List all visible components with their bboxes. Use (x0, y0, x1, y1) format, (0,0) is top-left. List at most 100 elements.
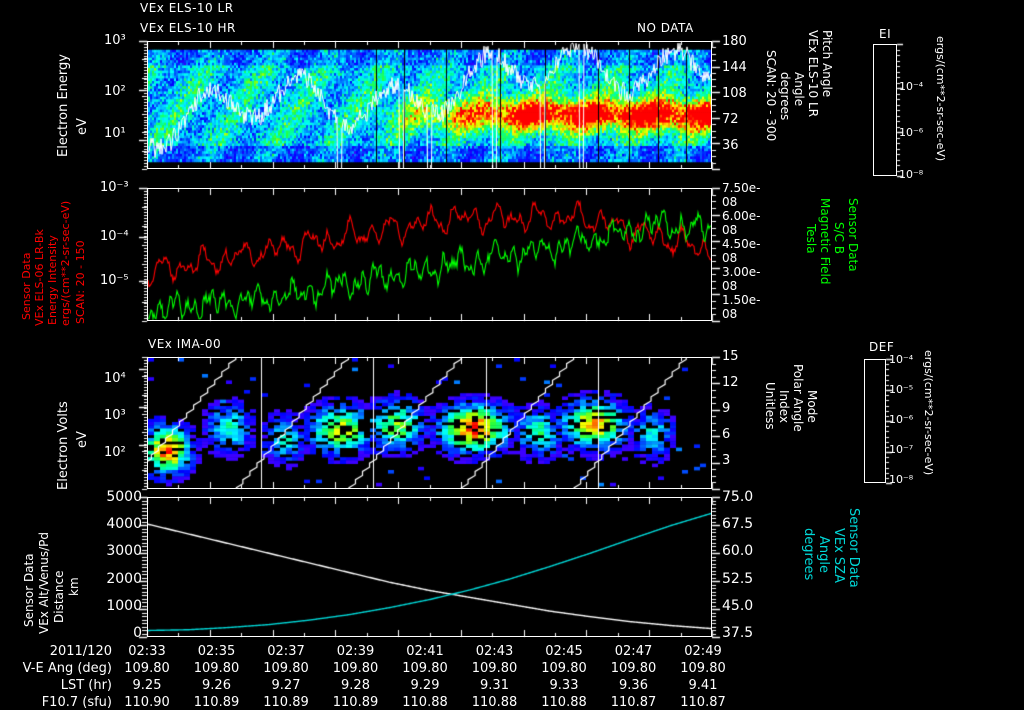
footer-cell-ve-ang-4: 109.80 (402, 661, 448, 676)
panel3-left-axis-title-text: Electron Volts (56, 401, 71, 490)
panel3-right-title-l2: Polar Angle (791, 364, 805, 432)
panel2-ytick-1: 10⁻⁴ (100, 229, 129, 244)
footer-row-label-1: V-E Ang (deg) (22, 661, 112, 676)
footer-row-label-2: LST (hr) (60, 678, 112, 693)
footer-cell-time-4: 02:41 (406, 644, 444, 659)
footer-cell-time-8: 02:49 (684, 644, 722, 659)
panel4-ytick-0: 5000 (106, 489, 142, 505)
panel1-right-title-l4: degrees (778, 72, 792, 121)
panel3-y2tick-0: 15 (722, 349, 739, 364)
panel3-colorbar-units: ergs/(cm**2-sr-sec-eV) (922, 350, 935, 476)
panel4-right-title-l2: VEx SZA (831, 528, 846, 583)
panel2-left-title-l5: SCAN: 20 - 150 (74, 240, 87, 324)
panel3-ytick-1: 10³ (104, 408, 126, 423)
footer-cell-lst-8: 9.41 (688, 678, 718, 693)
panel1-colorbar[interactable] (873, 44, 897, 176)
footer-cell-ve-ang-2: 109.80 (263, 661, 309, 676)
panel3-cb-tick-0: 10⁻⁴ (889, 353, 914, 366)
panel3-right-title-l4: Unitless (763, 382, 777, 430)
panel-electron-energy-spectrogram[interactable] (147, 41, 712, 169)
panel1-cb-tick-1: 10⁻⁶ (899, 126, 924, 139)
footer-cell-lst-0: 9.25 (132, 678, 162, 693)
footer-cell-time-0: 02:33 (128, 644, 166, 659)
panel-altitude-sza-plot[interactable] (147, 497, 712, 637)
panel3-left-axis-units-text: eV (75, 431, 90, 448)
panel2-y2tick-2: 4.50e-08 (722, 237, 761, 265)
panel1-no-data-label: NO DATA (637, 21, 694, 35)
panel1-right-title-l5: SCAN: 20 - 300 (764, 50, 778, 142)
footer-cell-ve-ang-6: 109.80 (541, 661, 587, 676)
panel4-y2tick-5: 37.5 (722, 625, 754, 641)
footer-cell-f107-1: 110.89 (193, 695, 240, 710)
footer-cell-f107-5: 110.88 (471, 695, 518, 710)
footer-cell-time-3: 02:39 (336, 644, 375, 659)
panel1-right-title-l2: VEx ELS-10 LR (806, 30, 820, 118)
footer-cell-ve-ang-0: 109.80 (124, 661, 170, 676)
panel3-cb-tick-1: 10⁻⁵ (889, 383, 914, 396)
panel4-y2tick-4: 45.0 (722, 598, 754, 614)
panel1-right-ticklabels: 180 144 108 72 36 (718, 34, 768, 169)
panel3-right-title-l1: Mode (805, 390, 819, 423)
panel3-colorbar[interactable] (864, 359, 886, 483)
panel4-right-title-l3: Angle (816, 536, 831, 573)
panel1-y2tick-144: 144 (722, 60, 747, 75)
panel2-y2tick-0: 7.50e-08 (722, 181, 761, 209)
panel1-cb-tick-0: 10⁻⁴ (899, 80, 924, 93)
panel4-ytick-2: 3000 (106, 543, 142, 559)
footer-cell-f107-6: 110.88 (541, 695, 587, 710)
panel-energy-intensity-magnetic-field[interactable] (147, 188, 712, 321)
panel4-left-title-l2: VEx Alt/Venus/Pd (37, 531, 51, 634)
footer-cell-time-6: 02:45 (545, 644, 583, 659)
footer-cell-ve-ang-1: 109.80 (193, 661, 240, 676)
panel1-left-axis-units-text: eV (75, 118, 90, 135)
panel4-ytick-3: 2000 (106, 571, 142, 587)
panel2-ytick-0: 10⁻³ (100, 180, 129, 195)
panel2-y2tick-3: 3.00e-08 (722, 265, 761, 293)
footer-cell-f107-3: 110.89 (332, 695, 379, 710)
panel3-y2tick-4: 3 (722, 453, 731, 468)
panel1-header-lr: VEx ELS-10 LR (140, 1, 234, 15)
panel1-ytick-1: 10¹ (104, 126, 126, 141)
panel1-left-axis-title-text: Electron Energy (56, 54, 71, 158)
panel3-colorbar-label: DEF (869, 340, 895, 354)
footer-cell-f107-7: 110.87 (610, 695, 657, 710)
footer-row-label-0: 2011/120 (49, 644, 112, 659)
footer-cell-f107-2: 110.89 (263, 695, 309, 710)
panel4-ytick-5: 0 (133, 625, 142, 641)
panel4-ytick-1: 4000 (106, 516, 142, 532)
footer-cell-f107-4: 110.88 (402, 695, 448, 710)
footer-cell-ve-ang-7: 109.80 (610, 661, 657, 676)
footer-cell-lst-7: 9.36 (619, 678, 648, 693)
panel1-y2tick-108: 108 (722, 86, 747, 101)
footer-cell-lst-6: 9.33 (549, 678, 579, 693)
panel3-cb-tick-3: 10⁻⁷ (889, 443, 914, 456)
footer-cell-f107-8: 110.87 (680, 695, 726, 710)
panel4-y2tick-0: 75.0 (722, 489, 754, 505)
footer-cell-ve-ang-5: 109.80 (471, 661, 518, 676)
panel3-y2tick-2: 9 (722, 401, 731, 416)
panel3-cb-tick-4: 10⁻⁸ (889, 473, 914, 486)
panel2-right-title-l1: Sensor Data (846, 198, 860, 272)
panel1-colorbar-units: ergs/(cm**2-sr-sec-eV) (934, 36, 947, 162)
panel2-y2tick-4: 1.50e-08 (722, 293, 761, 321)
panel4-left-title-l1: Sensor Data (22, 553, 36, 627)
panel3-right-title-l3: Index (777, 390, 791, 424)
panel2-left-title-l3: Energy Intensity (46, 235, 59, 325)
panel3-header: VEx IMA-00 (148, 337, 222, 351)
footer-cell-lst-2: 9.27 (271, 678, 301, 693)
panel4-y2tick-2: 60.0 (722, 543, 754, 559)
footer-cell-lst-4: 9.29 (410, 678, 440, 693)
panel1-right-title-l1: Pitch Angle (820, 30, 834, 98)
footer-row-label-3: F10.7 (sfu) (41, 695, 112, 710)
panel2-y2tick-1: 6.00e-08 (722, 209, 761, 237)
panel4-right-title-l4: degrees (801, 528, 816, 581)
footer-cell-lst-3: 9.28 (341, 678, 370, 693)
panel2-left-title-l4: ergs/(cm**2-sr-sec-eV) (59, 200, 72, 326)
panel1-ytick-3: 10³ (104, 33, 126, 48)
panel1-ytick-2: 10² (104, 84, 126, 99)
panel4-right-title-l1: Sensor Data (846, 508, 861, 588)
panel1-right-title-l3: Angle (792, 72, 806, 107)
footer-cell-time-1: 02:35 (197, 644, 236, 659)
panel3-colorbar-gradient (865, 360, 885, 482)
panel-ima-ion-spectrogram[interactable] (147, 357, 712, 489)
